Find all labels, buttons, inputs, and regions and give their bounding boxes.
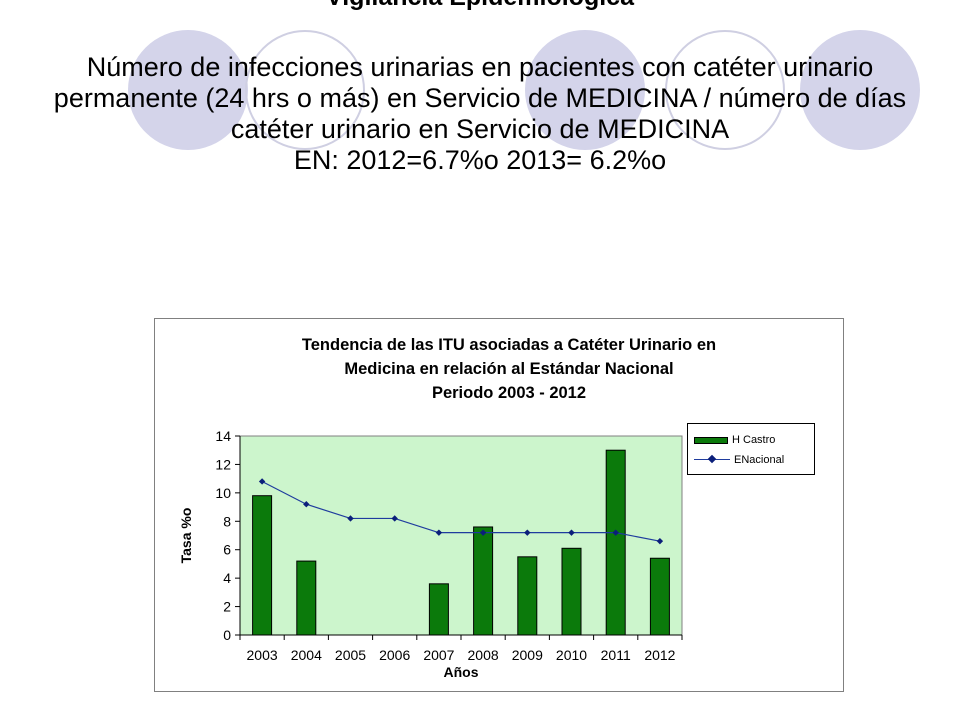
chart-legend: H Castro ENacional bbox=[687, 423, 815, 475]
bar-2011 bbox=[605, 449, 626, 636]
point-enacional-2003 bbox=[258, 478, 266, 485]
bar-2004 bbox=[296, 560, 317, 636]
chart-title-line-2: Medicina en relación al Estándar Naciona… bbox=[344, 360, 674, 378]
bar-2010 bbox=[561, 547, 582, 636]
y-tick-label: 10 bbox=[215, 485, 231, 501]
x-tick-label: 2004 bbox=[291, 647, 322, 663]
x-tick-label: 2009 bbox=[512, 647, 543, 663]
decor-circle-2 bbox=[245, 30, 365, 150]
bar-2009 bbox=[517, 556, 538, 636]
y-tick-label: 14 bbox=[215, 428, 231, 444]
point-enacional-2004 bbox=[303, 501, 310, 508]
decor-circle-3 bbox=[525, 30, 645, 150]
bar-2003 bbox=[252, 495, 273, 636]
point-enacional-2005 bbox=[347, 515, 354, 522]
x-axis-title: Años bbox=[444, 664, 479, 680]
decor-circle-1 bbox=[128, 30, 248, 150]
decor-circle-4 bbox=[665, 30, 785, 150]
chart-svg: 0 2 4 6 8 10 12 14 2003 2004 2005 2006 2007 2008 2009 2… bbox=[178, 428, 683, 680]
x-tick-label: 2012 bbox=[644, 647, 675, 663]
decor-circle-5 bbox=[800, 30, 920, 150]
chart-title-line-1: Tendencia de las ITU asociadas a Catéter… bbox=[301, 336, 717, 354]
legend-label-enacional: ENacional bbox=[734, 454, 785, 466]
legend-label-hcastro: H Castro bbox=[732, 434, 776, 446]
x-tick-label: 2010 bbox=[556, 647, 587, 663]
bar-2007 bbox=[428, 583, 449, 636]
chart-frame: Tendencia de las ITU asociadas a Catéter… bbox=[154, 318, 844, 692]
y-tick-label: 12 bbox=[215, 456, 231, 472]
chart-title-line-3: Periodo 2003 - 2012 bbox=[431, 384, 587, 402]
x-tick-label: 2011 bbox=[601, 647, 631, 663]
y-tick-label: 2 bbox=[223, 599, 231, 615]
x-tick-label: 2008 bbox=[468, 647, 499, 663]
legend-line-swatch bbox=[694, 455, 730, 465]
x-tick-label: 2006 bbox=[379, 647, 410, 663]
point-enacional-2010 bbox=[568, 529, 575, 536]
page-subtitle: Número de infecciones urinarias en pacie… bbox=[40, 52, 920, 176]
chart-title: Tendencia de las ITU asociadas a Catéter… bbox=[155, 333, 863, 405]
legend-entry-enacional: ENacional bbox=[694, 452, 784, 468]
x-tick-label: 2003 bbox=[247, 647, 278, 663]
line-enacional bbox=[261, 480, 661, 542]
bar-2012 bbox=[649, 557, 670, 636]
bar-2008 bbox=[473, 526, 494, 636]
y-tick-label: 8 bbox=[223, 513, 231, 529]
x-tick-label: 2007 bbox=[423, 647, 454, 663]
y-tick-label: 4 bbox=[223, 570, 231, 586]
x-tick-label: 2005 bbox=[335, 647, 366, 663]
y-tick-label: 6 bbox=[223, 542, 231, 558]
page-heading: Vigilancia Epidemiológica bbox=[0, 0, 960, 12]
legend-bar-swatch bbox=[694, 436, 728, 444]
y-tick-label: 0 bbox=[223, 627, 231, 643]
y-axis-title: Tasa %o bbox=[178, 508, 194, 564]
legend-entry-hcastro: H Castro bbox=[694, 432, 775, 448]
subtitle-definition: Número de infecciones urinarias en pacie… bbox=[53, 52, 907, 144]
subtitle-standard: EN: 2012=6.7%o 2013= 6.2%o bbox=[293, 145, 667, 175]
